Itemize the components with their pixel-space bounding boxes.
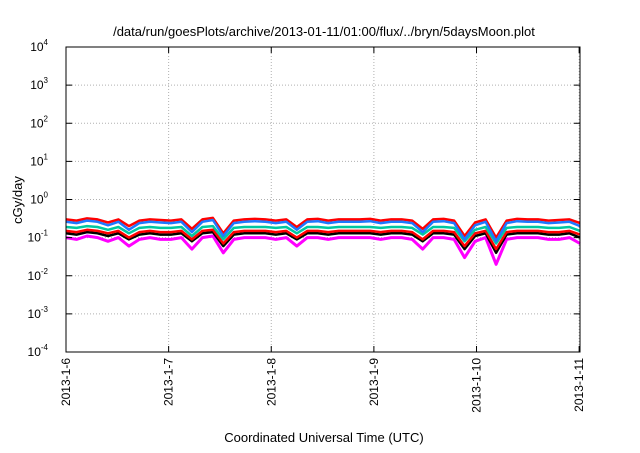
y-tick-label: 10-2 [28,267,49,283]
series-line-1 [65,234,581,266]
plot-frame [65,46,581,353]
x-tick-label: 2013-1-8 [264,358,278,406]
x-tick-label: 2013-1-6 [59,358,73,406]
x-tick-label: 2013-1-10 [470,358,484,413]
x-tick-label: 2013-1-7 [162,358,176,406]
y-tick-label: 104 [30,38,48,54]
y-tick-label: 10-1 [28,229,49,245]
y-axis-label: cGy/day [10,176,25,224]
series-line-6 [65,218,581,243]
y-tick-label: 10-3 [28,305,49,321]
y-tick-label: 101 [30,152,48,168]
y-tick-label: 102 [30,114,48,130]
series-layer [65,216,581,266]
series-line-2 [65,230,581,255]
y-tick-label: 10-4 [28,343,49,359]
x-tick-label: 2013-1-11 [572,358,586,412]
series-line-3 [65,228,581,251]
y-tick-label: 103 [30,76,48,92]
axes: 10-4 10-3 10-2 10-1 100 101 102 103 104 2013-1-6 2… [28,38,587,413]
series-line-4 [65,224,581,245]
y-tick-label: 100 [30,191,48,207]
series-line-5 [65,216,581,239]
x-tick-label: 2013-1-9 [367,358,381,406]
grid [66,47,580,352]
x-axis-label: Coordinated Universal Time (UTC) [224,430,423,445]
chart-title: /data/run/goesPlots/archive/2013-01-11/0… [113,24,535,39]
